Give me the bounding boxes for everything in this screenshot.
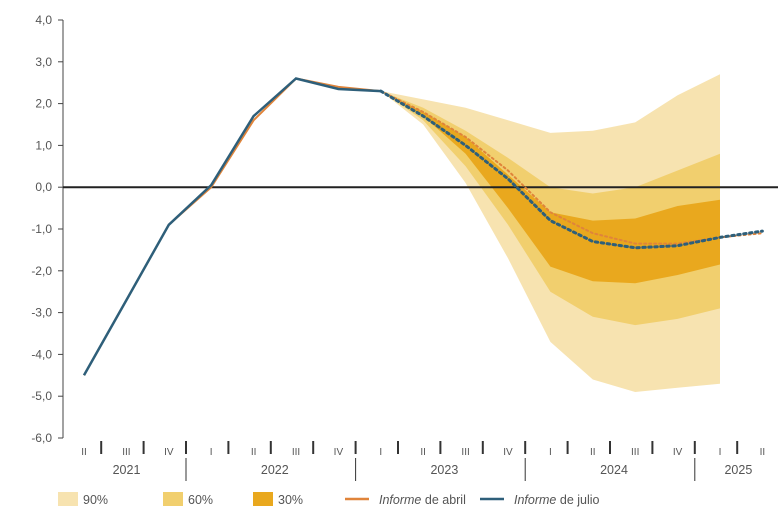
y-tick-label: -5,0: [31, 389, 52, 403]
legend-label: 60%: [188, 493, 213, 507]
x-quarter-label: II: [760, 447, 766, 458]
x-year-label: 2022: [261, 463, 289, 477]
legend-swatch: [58, 492, 78, 506]
x-quarter-label: I: [379, 447, 382, 458]
x-quarter-label: II: [81, 447, 87, 458]
x-year-label: 2021: [113, 463, 141, 477]
series-line-julio: [82, 77, 381, 376]
confidence-bands: [380, 74, 720, 393]
axes: 4,0 3,0 2,0 1,0 0,0 -1,0 -2,0 -3,0 -4,0 -5,0 -6,0: [31, 13, 778, 445]
y-tick-label: -2,0: [31, 264, 52, 278]
x-quarter-label: II: [251, 447, 257, 458]
x-quarter-label: II: [590, 447, 596, 458]
x-quarter-label: IV: [503, 447, 513, 458]
x-quarter-label: I: [719, 447, 722, 458]
y-tick-label: 4,0: [35, 13, 52, 27]
legend-swatch: [163, 492, 183, 506]
x-quarter-label: III: [292, 447, 300, 458]
x-quarter-label: IV: [334, 447, 344, 458]
x-year-label: 2023: [430, 463, 458, 477]
x-quarter-label: III: [631, 447, 639, 458]
y-tick-label: -6,0: [31, 431, 52, 445]
x-quarter-label: IV: [673, 447, 683, 458]
band-30pct: [380, 91, 720, 284]
y-tick-label: 1,0: [35, 138, 52, 152]
series-line-abril: [83, 77, 381, 376]
y-tick-label: 0,0: [35, 180, 52, 194]
x-quarter-label: II: [420, 447, 426, 458]
y-tick-label: -1,0: [31, 222, 52, 236]
x-year-label: 2025: [724, 463, 752, 477]
legend-label: Informe de julio: [514, 493, 600, 507]
x-quarter-label: I: [549, 447, 552, 458]
y-tick-label: 2,0: [35, 97, 52, 111]
legend-swatch: [253, 492, 273, 506]
legend-label: 90%: [83, 493, 108, 507]
series-forecast-julio: [379, 89, 764, 250]
x-quarter-label: III: [461, 447, 469, 458]
x-quarter-label: III: [122, 447, 130, 458]
y-tick-label: 3,0: [35, 55, 52, 69]
legend: 90% 60% 30% Informe de abril Informe de juli…: [58, 492, 600, 507]
y-tick-label: -3,0: [31, 306, 52, 320]
x-quarter-label: I: [210, 447, 213, 458]
legend-label: Informe de abril: [379, 493, 466, 507]
y-tick-label: -4,0: [31, 347, 52, 361]
x-year-label: 2024: [600, 463, 628, 477]
x-quarter-label: IV: [164, 447, 174, 458]
series-lines: [82, 77, 764, 376]
legend-label: 30%: [278, 493, 303, 507]
